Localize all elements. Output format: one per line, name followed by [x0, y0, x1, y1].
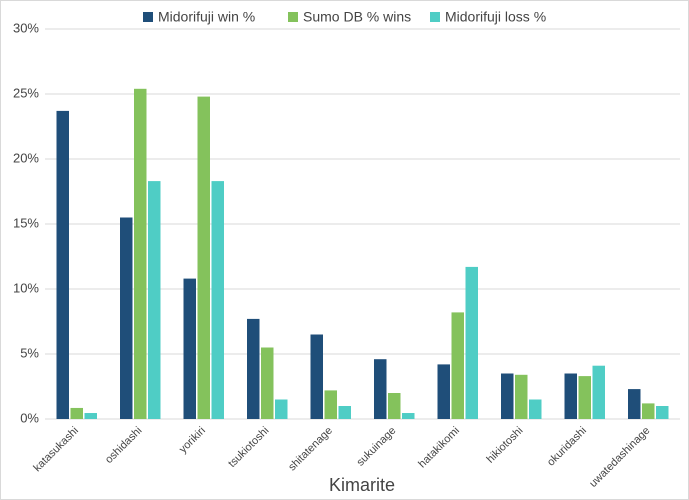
bar	[656, 406, 669, 419]
legend-swatch	[143, 12, 153, 22]
y-tick-label: 20%	[13, 150, 39, 165]
bar	[275, 399, 288, 419]
legend-label: Midorifuji win %	[158, 9, 255, 25]
bar	[261, 347, 274, 419]
legend-swatch	[288, 12, 298, 22]
bar	[437, 364, 450, 419]
bar	[211, 181, 224, 419]
bar	[338, 406, 351, 419]
y-tick-label: 10%	[13, 280, 39, 295]
bar	[56, 110, 69, 420]
bar	[120, 217, 133, 419]
legend-label: Sumo DB % wins	[303, 9, 411, 25]
legend-swatch	[430, 12, 440, 22]
y-tick-label: 30%	[13, 20, 39, 35]
bar	[628, 389, 641, 419]
bar	[451, 312, 464, 419]
bar	[465, 266, 478, 419]
bar	[183, 278, 196, 419]
bar	[84, 413, 97, 419]
y-tick-label: 0%	[20, 410, 39, 425]
bar	[642, 403, 655, 419]
bar	[197, 96, 210, 419]
bar	[148, 181, 161, 419]
bar	[501, 373, 514, 419]
y-tick-label: 15%	[13, 215, 39, 230]
bar	[310, 334, 323, 419]
bar	[374, 359, 387, 419]
legend-label: Midorifuji loss %	[445, 9, 546, 25]
bar	[388, 393, 401, 419]
y-tick-label: 25%	[13, 85, 39, 100]
y-tick-label: 5%	[20, 345, 39, 360]
bar	[515, 374, 528, 419]
bar	[247, 318, 260, 419]
bar	[402, 413, 415, 419]
bar	[578, 376, 591, 419]
bar	[592, 365, 605, 419]
bar	[70, 407, 83, 419]
bar	[564, 373, 577, 419]
x-axis-title: Kimarite	[329, 475, 395, 495]
bar	[134, 88, 147, 420]
bar	[529, 399, 542, 419]
bar	[324, 390, 337, 419]
